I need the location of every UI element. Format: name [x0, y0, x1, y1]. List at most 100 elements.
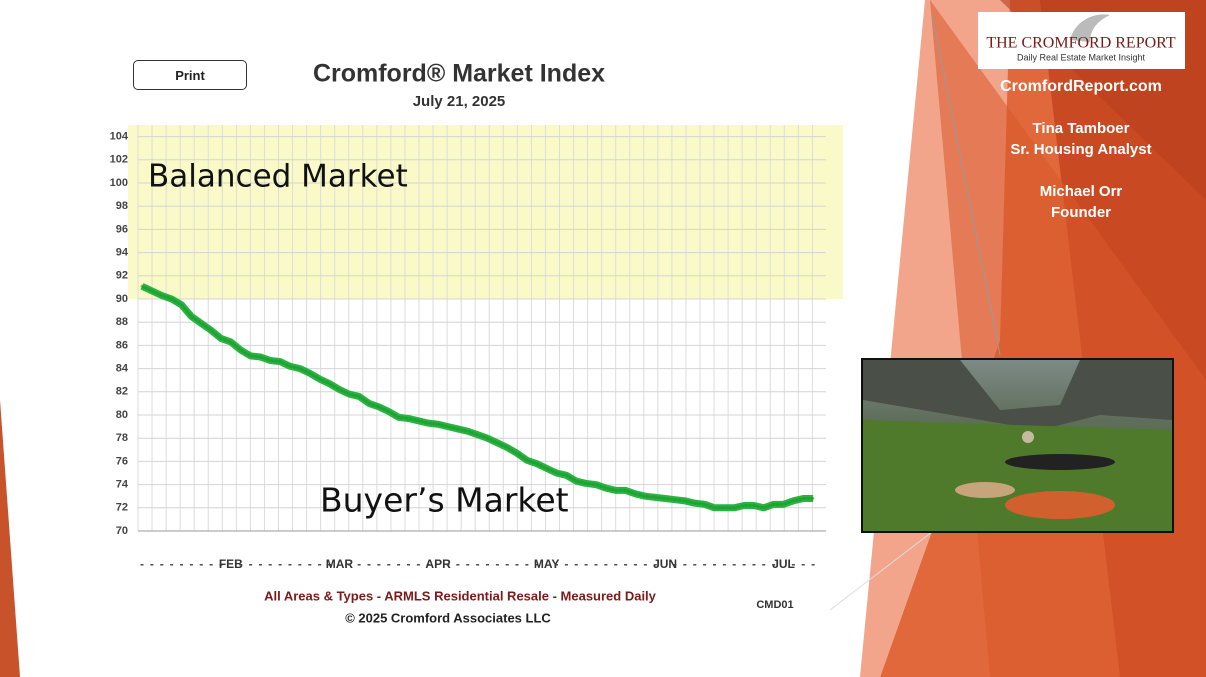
- y-tick-label: 84: [116, 363, 129, 375]
- x-tick-label: JUN: [653, 557, 677, 571]
- x-axis-dash: -: [189, 557, 193, 571]
- x-axis-dash: -: [485, 557, 489, 571]
- y-tick-label: 90: [116, 293, 128, 305]
- x-axis-dash: -: [170, 557, 174, 571]
- x-tick-label: MAY: [534, 557, 560, 571]
- x-axis-dash: -: [179, 557, 183, 571]
- x-axis-dash: -: [476, 557, 480, 571]
- x-axis-dash: -: [140, 557, 144, 571]
- y-tick-label: 80: [116, 409, 128, 421]
- y-tick-label: 74: [116, 479, 129, 491]
- x-axis-dash: -: [328, 557, 332, 571]
- x-axis-dash: -: [801, 557, 805, 571]
- x-tick-label: FEB: [219, 557, 243, 571]
- x-axis-dash: -: [239, 557, 243, 571]
- x-axis-dash: -: [416, 557, 420, 571]
- x-axis-dash: -: [446, 557, 450, 571]
- x-axis-dash: -: [683, 557, 687, 571]
- x-axis-dash: -: [574, 557, 578, 571]
- x-axis-dash: -: [278, 557, 282, 571]
- x-tick-label: APR: [425, 557, 451, 571]
- x-axis-dash: -: [150, 557, 154, 571]
- x-axis-dash: -: [367, 557, 371, 571]
- footnote: All Areas & Types - ARMLS Residential Re…: [264, 588, 657, 603]
- x-axis-dash: -: [298, 557, 302, 571]
- x-axis-dash: -: [308, 557, 312, 571]
- x-axis-dash: -: [249, 557, 253, 571]
- x-axis-dash: -: [604, 557, 608, 571]
- decor-line: [931, 14, 1001, 356]
- x-axis-dash: -: [199, 557, 203, 571]
- x-axis-dash: -: [456, 557, 460, 571]
- x-axis-dash: -: [643, 557, 647, 571]
- x-axis-dash: -: [811, 557, 815, 571]
- chart: Cromford® Market Index July 21, 2025 All…: [110, 60, 843, 625]
- zone: [128, 125, 843, 299]
- x-axis-dash: -: [515, 557, 519, 571]
- video-thumbnail: [861, 358, 1174, 533]
- copyright: © 2025 Cromford Associates LLC: [345, 610, 551, 625]
- x-axis-dash: -: [555, 557, 559, 571]
- person-role: Founder: [1051, 204, 1111, 221]
- person-name: Tina Tamboer: [1033, 120, 1130, 137]
- x-axis-dash: -: [160, 557, 164, 571]
- x-axis-dash: -: [564, 557, 568, 571]
- decor-shape: [0, 400, 20, 677]
- x-axis-dash: -: [732, 557, 736, 571]
- chart-subtitle: July 21, 2025: [413, 93, 506, 110]
- y-tick-label: 98: [116, 200, 128, 212]
- y-tick-label: 88: [116, 316, 128, 328]
- y-tick-label: 76: [116, 455, 128, 467]
- x-axis-dash: -: [752, 557, 756, 571]
- x-axis-dash: -: [209, 557, 213, 571]
- y-tick-label: 100: [110, 177, 128, 189]
- person-role: Sr. Housing Analyst: [1010, 141, 1151, 158]
- line-series-beads: [140, 284, 815, 510]
- y-tick-label: 82: [116, 386, 128, 398]
- x-axis-dash: -: [219, 557, 223, 571]
- x-axis-dash: -: [742, 557, 746, 571]
- x-axis-dash: -: [466, 557, 470, 571]
- logo-swoosh: [1070, 14, 1110, 42]
- y-tick-label: 92: [116, 270, 128, 282]
- x-axis-dash: -: [693, 557, 697, 571]
- x-axis-dash: -: [722, 557, 726, 571]
- person-name: Michael Orr: [1040, 183, 1123, 200]
- x-axis-dash: -: [318, 557, 322, 571]
- website: CromfordReport.com: [1000, 78, 1162, 95]
- x-axis-dash: -: [268, 557, 272, 571]
- x-axis-dash: -: [377, 557, 381, 571]
- x-axis-dash: -: [397, 557, 401, 571]
- x-axis-dash: -: [712, 557, 716, 571]
- x-axis-dash: -: [594, 557, 598, 571]
- x-axis-dash: -: [673, 557, 677, 571]
- y-tick-label: 96: [116, 223, 128, 235]
- y-tick-label: 72: [116, 502, 128, 514]
- x-axis-dash: -: [634, 557, 638, 571]
- x-axis-dash: -: [258, 557, 262, 571]
- chart-title: Cromford® Market Index: [313, 60, 605, 88]
- x-tick-label: JUL: [772, 557, 795, 571]
- x-tick-label: MAR: [326, 557, 354, 571]
- chart-code: CMD01: [756, 599, 793, 611]
- x-axis-dash: -: [791, 557, 795, 571]
- print-button[interactable]: Print: [133, 60, 247, 90]
- x-axis-dash: -: [703, 557, 707, 571]
- x-axis-dash: -: [525, 557, 529, 571]
- x-axis-dash: -: [357, 557, 361, 571]
- x-axis-dash: -: [772, 557, 776, 571]
- x-axis-dash: -: [495, 557, 499, 571]
- x-axis-dash: -: [288, 557, 292, 571]
- y-tick-label: 104: [110, 131, 129, 143]
- y-tick-label: 94: [116, 247, 129, 259]
- x-axis-dash: -: [584, 557, 588, 571]
- zone-label: Buyer’s Market: [320, 481, 569, 520]
- logo-subtitle: Daily Real Estate Market Insight: [1017, 52, 1146, 62]
- x-axis-dash: -: [762, 557, 766, 571]
- y-tick-label: 86: [116, 339, 128, 351]
- x-axis-dash: -: [624, 557, 628, 571]
- x-axis-dash: -: [505, 557, 509, 571]
- x-axis-dash: -: [387, 557, 391, 571]
